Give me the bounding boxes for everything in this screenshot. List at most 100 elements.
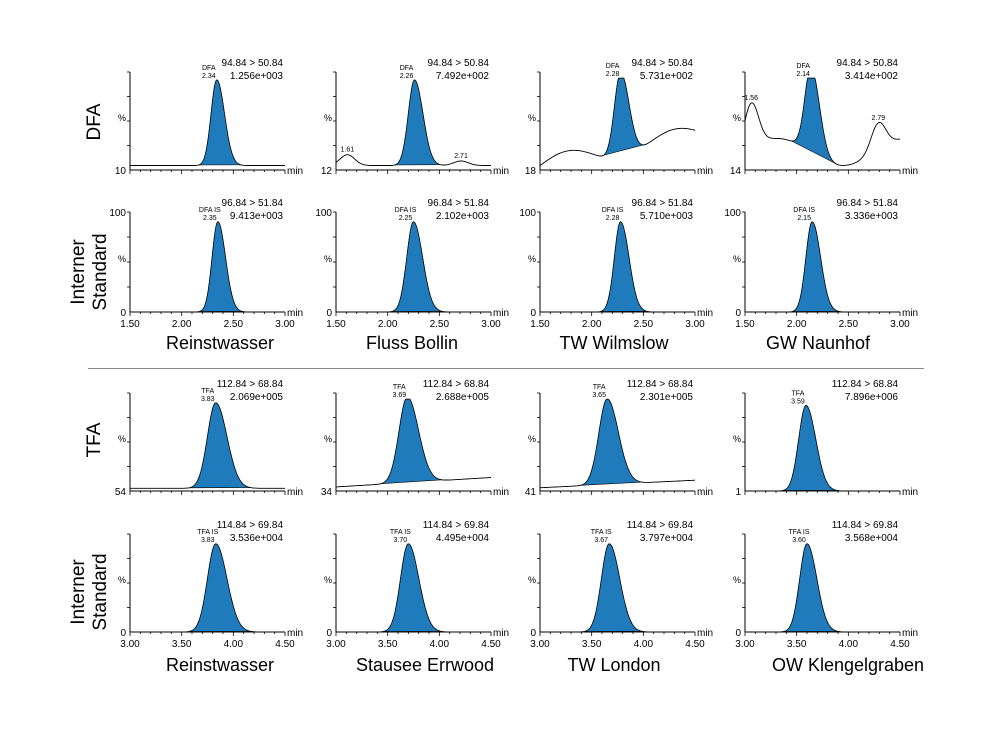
- x-unit-label: min: [287, 487, 303, 498]
- x-tick-label: 2.00: [582, 319, 602, 330]
- peak-name-label: DFA: [606, 63, 620, 70]
- transition-label: 112.84 > 68.84: [627, 379, 694, 390]
- x-tick-label: 1.50: [735, 319, 755, 330]
- y-axis-unit-label: %: [528, 575, 536, 585]
- x-unit-label: min: [287, 166, 303, 177]
- section-divider: [88, 368, 924, 369]
- integrated-peak-area: [189, 543, 251, 632]
- intensity-label: 2.069e+005: [230, 392, 284, 403]
- y-axis-unit-label: %: [118, 254, 126, 264]
- transition-label: 96.84 > 51.84: [428, 198, 490, 209]
- transition-label: 94.84 > 50.84: [632, 58, 694, 69]
- integrated-peak-area: [391, 221, 442, 312]
- peak-rt-label: 3.65: [592, 392, 606, 399]
- x-tick-label: 1.50: [120, 319, 140, 330]
- x-tick-label: 3.00: [890, 319, 910, 330]
- peak-name-label: DFA: [796, 63, 810, 70]
- y-min-label: 0: [735, 308, 741, 319]
- peak-name-label: DFA IS: [793, 207, 815, 214]
- x-tick-label: 3.50: [378, 639, 398, 650]
- integrated-peak-area: [189, 402, 251, 489]
- intensity-label: 7.896e+006: [845, 392, 899, 403]
- x-tick-label: 4.00: [839, 639, 859, 650]
- intensity-label: 2.102e+003: [436, 211, 490, 222]
- y-axis-unit-label: %: [324, 434, 332, 444]
- y-min-label: 0: [735, 628, 741, 639]
- peak-rt-label: 3.60: [792, 537, 806, 544]
- transition-label: 96.84 > 51.84: [222, 198, 284, 209]
- integrated-peak-area: [584, 543, 642, 632]
- y-axis-unit-label: %: [118, 434, 126, 444]
- peak-rt-label: 2.35: [203, 215, 217, 222]
- x-tick-label: 3.00: [685, 319, 705, 330]
- x-tick-label: 2.50: [634, 319, 654, 330]
- y-min-label: 0: [530, 308, 536, 319]
- y-min-label: 54: [115, 487, 127, 498]
- transition-label: 114.84 > 69.84: [627, 520, 694, 531]
- x-tick-label: 3.00: [530, 639, 550, 650]
- x-tick-label: 3.00: [120, 639, 140, 650]
- x-tick-label: 2.00: [378, 319, 398, 330]
- transition-label: 94.84 > 50.84: [428, 58, 490, 69]
- y-axis-unit-label: %: [324, 575, 332, 585]
- x-tick-label: 4.50: [275, 639, 295, 650]
- x-tick-label: 3.00: [735, 639, 755, 650]
- x-tick-label: 4.50: [890, 639, 910, 650]
- sample-label: TW London: [567, 655, 661, 675]
- y-min-label: 0: [120, 308, 126, 319]
- y-top-label: 100: [109, 208, 126, 219]
- peak-name-label: TFA: [593, 384, 606, 391]
- intensity-label: 3.414e+002: [845, 71, 899, 82]
- y-axis-unit-label: %: [733, 113, 741, 123]
- x-unit-label: min: [697, 166, 713, 177]
- x-tick-label: 2.50: [224, 319, 244, 330]
- intensity-label: 3.797e+004: [640, 533, 694, 544]
- sample-label: TW Wilmslow: [559, 333, 669, 353]
- peak-rt-label: 2.25: [399, 215, 413, 222]
- x-tick-label: 2.50: [430, 319, 450, 330]
- intensity-label: 1.256e+003: [230, 71, 284, 82]
- extra-peak-rt-label: 1.56: [744, 95, 758, 102]
- intensity-label: 5.731e+002: [640, 71, 694, 82]
- transition-label: 96.84 > 51.84: [837, 198, 899, 209]
- y-axis-unit-label: %: [324, 254, 332, 264]
- x-unit-label: min: [902, 628, 918, 639]
- integrated-peak-area: [380, 398, 443, 484]
- x-tick-label: 3.50: [172, 639, 192, 650]
- x-unit-label: min: [493, 166, 509, 177]
- peak-name-label: TFA IS: [788, 529, 809, 536]
- transition-label: 112.84 > 68.84: [832, 379, 899, 390]
- y-min-label: 34: [321, 487, 333, 498]
- peak-rt-label: 3.83: [201, 537, 215, 544]
- peak-rt-label: 3.67: [594, 537, 608, 544]
- integrated-peak-area: [198, 79, 241, 166]
- peak-name-label: DFA IS: [199, 207, 221, 214]
- sample-label: Reinstwasser: [165, 655, 275, 675]
- x-tick-label: 2.00: [172, 319, 192, 330]
- peak-name-label: DFA: [202, 65, 216, 72]
- y-min-label: 0: [326, 628, 332, 639]
- y-axis-unit-label: %: [733, 434, 741, 444]
- x-tick-label: 1.50: [326, 319, 346, 330]
- y-axis-unit-label: %: [324, 113, 332, 123]
- intensity-label: 3.568e+004: [845, 533, 899, 544]
- transition-label: 96.84 > 51.84: [632, 198, 694, 209]
- peak-name-label: TFA: [393, 384, 406, 391]
- intensity-label: 2.688e+005: [436, 392, 490, 403]
- x-unit-label: min: [697, 628, 713, 639]
- integrated-peak-area: [580, 398, 642, 486]
- y-min-label: 0: [326, 308, 332, 319]
- x-tick-label: 4.50: [481, 639, 501, 650]
- peak-rt-label: 3.59: [791, 399, 805, 406]
- integrated-peak-area: [792, 221, 839, 312]
- y-top-label: 100: [724, 208, 741, 219]
- x-tick-label: 3.00: [481, 319, 501, 330]
- x-unit-label: min: [493, 628, 509, 639]
- x-tick-label: 2.00: [787, 319, 807, 330]
- peak-name-label: DFA IS: [395, 207, 417, 214]
- peak-name-label: TFA: [201, 388, 214, 395]
- y-axis-unit-label: %: [733, 254, 741, 264]
- x-unit-label: min: [697, 487, 713, 498]
- x-unit-label: min: [287, 628, 303, 639]
- peak-name-label: TFA IS: [390, 529, 411, 536]
